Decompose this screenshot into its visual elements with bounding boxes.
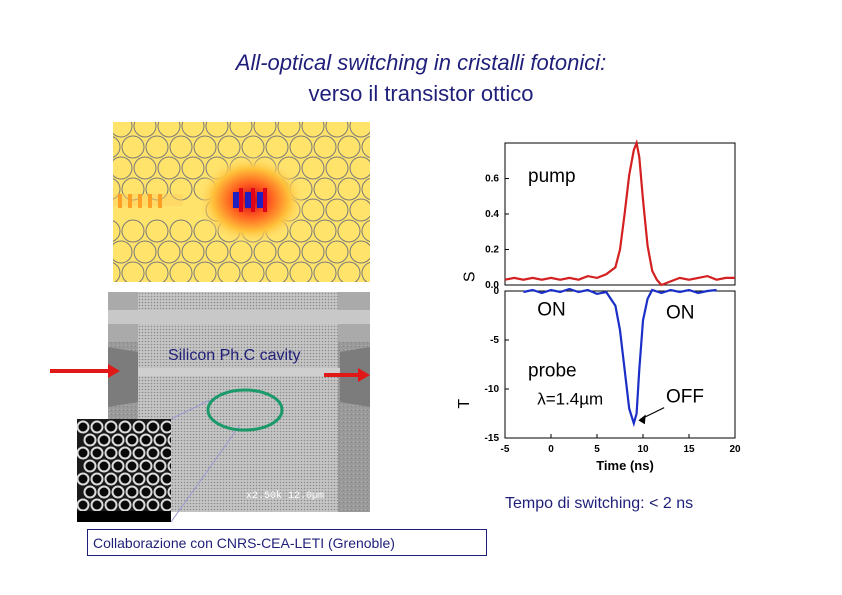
probe-ytick-label: -10 <box>485 384 500 395</box>
probe-annotation: ON <box>537 300 566 321</box>
chart: 0.0 0.2 0.4 0.6 pump S 0 -5 -10 -15 -5 0 5 10 15 20 Time… <box>455 128 755 488</box>
x-axis-label: Time (ns) <box>596 458 654 473</box>
probe-xtick-label: 20 <box>729 444 741 455</box>
output-arrow <box>324 368 370 382</box>
probe-xtick-label: -5 <box>501 444 510 455</box>
pump-ytick-label: 0.0 <box>485 280 499 291</box>
probe-annotation: OFF <box>666 387 704 408</box>
probe-ytick-label: -5 <box>490 335 499 346</box>
cavity-label: Silicon Ph.C cavity <box>168 347 301 364</box>
pump-ytick-label: 0.4 <box>485 209 499 220</box>
pump-annotation: pump <box>528 166 576 187</box>
probe-ylabel: T <box>456 399 473 409</box>
title-line-1: All-optical switching in cristalli foton… <box>235 50 607 75</box>
probe-ytick-label: 0 <box>493 286 499 297</box>
probe-series-line <box>523 287 717 428</box>
probe-xtick-label: 0 <box>548 444 554 455</box>
pump-panel-frame <box>504 142 736 286</box>
field-map-image <box>113 122 370 282</box>
collaboration-box: Collaborazione con CNRS-CEA-LETI (Grenob… <box>87 529 487 556</box>
pump-ytick-label: 0.2 <box>485 245 499 256</box>
off-pointer-arrowhead <box>638 414 646 425</box>
pump-ylabel: S <box>461 271 478 282</box>
probe-xtick-label: 5 <box>594 444 600 455</box>
probe-xtick-label: 10 <box>637 444 649 455</box>
probe-annotation: λ=1.4µm <box>537 390 603 409</box>
switching-time-label: Tempo di switching: < 2 ns <box>505 495 694 512</box>
pump-series-line <box>504 139 735 287</box>
pump-ytick-label: 0.6 <box>485 174 499 185</box>
probe-ytick-label: -15 <box>485 433 500 444</box>
sem-inset-image <box>77 419 171 522</box>
probe-annotation: ON <box>666 302 695 323</box>
probe-annotation: probe <box>528 360 577 381</box>
probe-panel-frame <box>504 290 736 439</box>
sem-image: x2.50k 12.0µm <box>108 292 370 512</box>
sem-scale-label: x2.50k 12.0µm <box>246 490 324 502</box>
title-line-2: verso il transistor ottico <box>308 81 534 106</box>
cavity-highlight-ellipse <box>206 388 284 432</box>
probe-xtick-label: 15 <box>683 444 695 455</box>
input-arrow <box>50 364 120 378</box>
